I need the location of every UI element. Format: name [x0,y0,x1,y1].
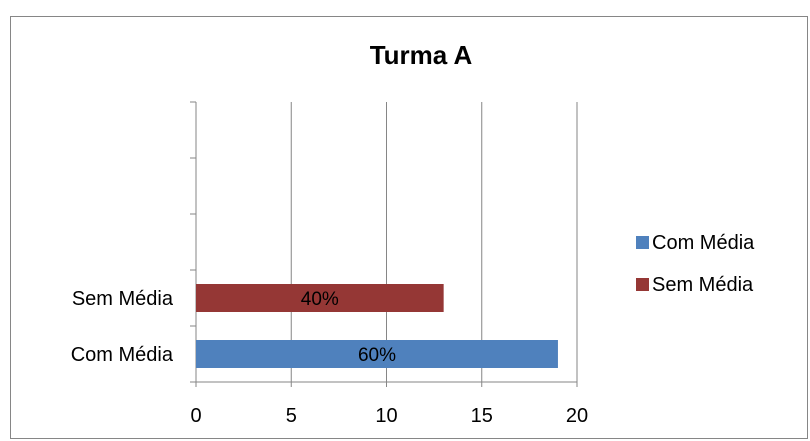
bars [196,284,558,368]
x-tick-label-20: 20 [566,405,588,427]
data-label-1-series-1: 40% [301,289,339,310]
legend: Com Média Sem Média [636,232,755,296]
category-label-0: Com Média [71,344,174,366]
bar-0-series-0 [196,340,558,368]
chart-frame [10,16,808,439]
labels: 0 5 10 15 20 Com Média 60% Sem Média 40% [71,288,588,427]
x-tick-label-10: 10 [375,405,397,427]
axes [190,101,578,387]
data-label-0-series-0: 60% [358,345,396,366]
chart-title: Turma A [370,40,473,70]
x-tick-label-15: 15 [471,405,493,427]
category-label-1: Sem Média [72,288,174,310]
legend-swatch-1 [636,278,649,291]
legend-swatch-0 [636,236,649,249]
legend-label-0: Com Média [652,232,755,254]
x-tick-label-0: 0 [190,405,201,427]
grid-lines [290,102,578,382]
bar-1-series-1 [196,284,444,312]
legend-label-1: Sem Média [652,274,754,296]
x-tick-label-5: 5 [286,405,297,427]
